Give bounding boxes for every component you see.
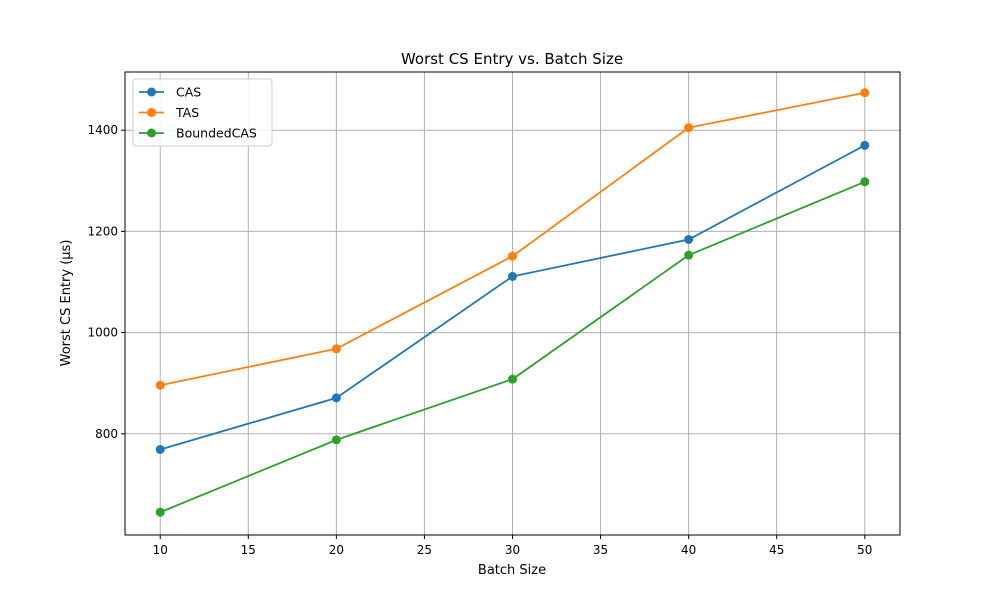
data-point xyxy=(860,88,870,98)
data-point xyxy=(508,251,517,261)
x-axis-ticks: 10 15 20 25 30 35 40 45 50 xyxy=(153,535,872,557)
x-tick-label: 25 xyxy=(417,543,432,557)
legend-entry: BoundedCAS xyxy=(139,126,257,141)
grid xyxy=(125,72,900,535)
series-group xyxy=(155,88,870,517)
series-boundedcas xyxy=(155,177,870,517)
data-point xyxy=(684,123,694,133)
y-tick-label: 1400 xyxy=(87,123,118,137)
series-cas xyxy=(155,140,870,454)
legend-label: CAS xyxy=(176,85,201,100)
data-point xyxy=(684,234,694,244)
x-axis-label: Batch Size xyxy=(478,563,546,578)
data-point xyxy=(331,393,341,403)
series-tas xyxy=(155,88,870,390)
data-point xyxy=(155,380,165,390)
y-tick-label: 1200 xyxy=(87,224,118,238)
legend-marker xyxy=(147,128,156,138)
data-point xyxy=(860,140,870,150)
legend-marker xyxy=(147,87,156,97)
x-tick-label: 40 xyxy=(681,543,696,557)
legend-marker xyxy=(147,108,156,117)
y-tick-label: 800 xyxy=(95,427,118,441)
data-point xyxy=(155,507,165,517)
x-tick-label: 15 xyxy=(241,543,256,557)
x-tick-label: 20 xyxy=(329,543,344,557)
y-tick-label: 1000 xyxy=(87,326,118,340)
x-tick-label: 50 xyxy=(857,543,872,557)
x-tick-label: 10 xyxy=(153,543,168,557)
legend-items: CAS TAS BoundedCAS xyxy=(139,85,257,141)
data-point xyxy=(508,271,517,281)
y-axis-ticks: 800 1000 1200 1400 xyxy=(87,123,125,441)
legend-label: BoundedCAS xyxy=(176,126,257,141)
data-point xyxy=(331,344,341,354)
x-tick-label: 30 xyxy=(505,543,520,557)
x-tick-label: 45 xyxy=(769,543,784,557)
legend-entry: CAS xyxy=(139,85,201,100)
data-point xyxy=(860,177,870,187)
chart-title: Worst CS Entry vs. Batch Size xyxy=(401,50,623,68)
x-tick-label: 35 xyxy=(593,543,608,557)
legend-entry: TAS xyxy=(139,105,199,120)
data-point xyxy=(155,444,165,454)
legend-box xyxy=(132,78,273,147)
data-point xyxy=(684,250,694,260)
y-axis-label: Worst CS Entry (µs) xyxy=(59,240,74,367)
legend: CAS TAS BoundedCAS xyxy=(132,78,273,147)
data-point xyxy=(331,435,341,445)
data-point xyxy=(508,374,517,384)
legend-label: TAS xyxy=(175,105,199,120)
